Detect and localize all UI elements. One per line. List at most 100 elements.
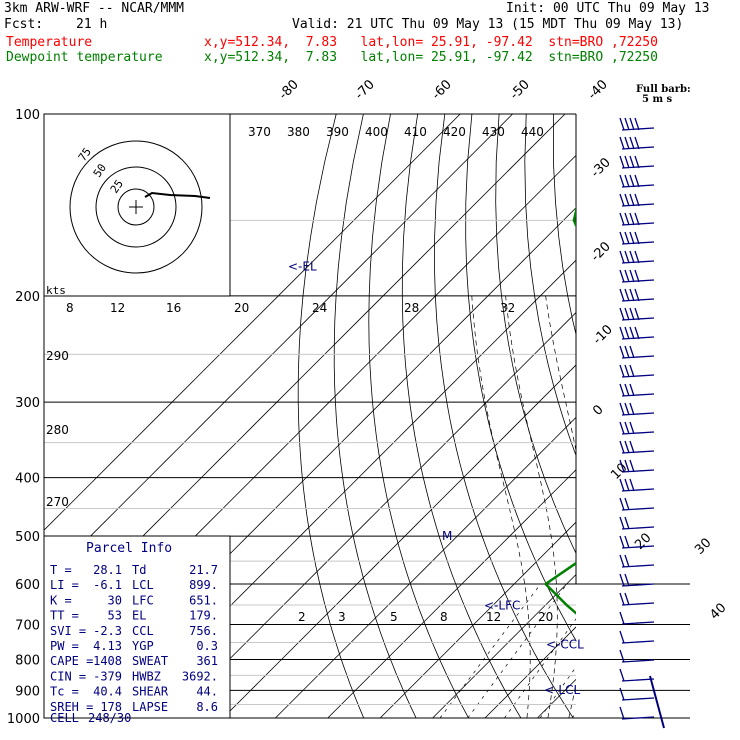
dewpoint-legend: Dewpoint temperature <box>6 50 163 65</box>
parcel-info-cell: 651. <box>189 593 218 607</box>
pressure-label-700: 700 <box>15 618 40 633</box>
wind-barb <box>619 573 655 587</box>
hodo-ring-25: 25 <box>108 177 126 195</box>
isotherm-line <box>432 574 576 718</box>
dry-adiabat <box>297 114 365 718</box>
parcel-info-cell: EL <box>132 609 146 623</box>
isotherm-line <box>170 312 576 718</box>
parcel-info-cell: 53 <box>108 609 122 623</box>
wind-barb <box>619 250 655 264</box>
parcel-info-cell: T = <box>50 563 72 577</box>
parcel-info-cell: 4.13 <box>93 639 122 653</box>
parcel-info-cell: CIN = <box>50 669 86 683</box>
hodo-ring-75: 75 <box>76 145 94 163</box>
wind-barb <box>619 155 655 169</box>
pressure-label-800: 800 <box>15 653 40 668</box>
parcel-info-cell: 1408 <box>93 654 122 668</box>
hodo-units: kts <box>46 284 66 297</box>
parcel-info-cell: 8.6 <box>196 700 218 714</box>
parcel-info-cell: 40.4 <box>93 685 122 699</box>
dry-adiabat <box>662 114 740 718</box>
parcel-info-cell: SWEAT <box>132 654 168 668</box>
pressure-label-300: 300 <box>15 396 40 411</box>
moist-adiabat-label: 32 <box>500 301 515 315</box>
isotherm-line <box>379 521 576 718</box>
wind-barb <box>619 402 655 416</box>
barb-legend-line1: Full barb: <box>636 84 691 95</box>
parcel-info-cell: SHEAR <box>132 685 169 699</box>
fcst-label: Fcst: <box>4 17 44 32</box>
moist-adiabat <box>611 296 669 718</box>
wind-barb <box>619 497 655 511</box>
parcel-info-cell: K = <box>50 593 72 607</box>
hodograph: 75 50 25 kts <box>43 113 231 297</box>
parcel-info-cell: 30 <box>108 593 122 607</box>
level-annotation: <-EL <box>288 260 317 274</box>
isotherm-label: -70 <box>352 77 378 103</box>
pressure-label-900: 900 <box>15 684 40 699</box>
wind-barb <box>619 478 655 492</box>
parcel-info-cell: 28.1 <box>93 563 122 577</box>
parcel-info-cell: 0.3 <box>196 639 218 653</box>
mixing-ratio-label: 8 <box>440 610 448 624</box>
moist-adiabat-label: 16 <box>166 301 181 315</box>
parcel-info-cell: TT = <box>50 609 79 623</box>
wind-barb <box>619 326 655 340</box>
mixing-ratio-label: 12 <box>486 610 501 624</box>
parcel-info-box: Parcel Info T = 28.1 Td 21.7 LI = -6.1 LCL 899.… <box>43 535 231 725</box>
level-annotation: M <box>442 529 452 543</box>
parcel-info-cell: LCL <box>132 578 154 592</box>
pressure-label-500: 500 <box>15 530 40 545</box>
parcel-info-cell: LI = <box>50 578 79 592</box>
dry-adiabat <box>434 114 574 718</box>
isotherm-label: -60 <box>429 77 455 103</box>
fcst-value: 21 h <box>76 17 108 32</box>
moist-adiabat-label: 12 <box>110 301 125 315</box>
theta-label: 380 <box>287 125 310 139</box>
moist-adiabat <box>505 295 558 718</box>
isotherm-label: -40 <box>585 77 611 103</box>
theta-label: 400 <box>365 125 388 139</box>
wind-barb <box>619 706 655 720</box>
parcel-info-cell: SVI = <box>50 624 86 638</box>
moist-adiabat-label: 28 <box>404 301 419 315</box>
pressure-label-1000: 1000 <box>7 712 40 727</box>
moist-adiabat <box>653 296 740 718</box>
dry-adiabat <box>333 114 417 718</box>
wind-barb <box>619 668 655 682</box>
isotherm-label: 0 <box>590 402 606 418</box>
wind-barb <box>619 630 655 644</box>
dry-adiabat <box>689 114 740 718</box>
barb-tail <box>649 675 665 729</box>
wind-barb <box>619 364 655 378</box>
parcel-info-cell: 3692. <box>182 669 218 683</box>
theta-label: 370 <box>248 125 271 139</box>
wind-barb <box>619 136 655 150</box>
moist-adiabat-label: 20 <box>234 301 249 315</box>
moist-adiabat <box>545 295 576 718</box>
hodo-ring-50: 50 <box>91 161 109 179</box>
level-annotation: <-LCL <box>544 683 580 697</box>
parcel-info-cell: 178 <box>100 700 122 714</box>
wind-barb <box>619 307 655 321</box>
cell-value: 248/30 <box>88 711 131 725</box>
wind-barb <box>619 288 655 302</box>
parcel-info-cell: 21.7 <box>189 563 218 577</box>
wind-barb <box>619 554 655 568</box>
temperature-legend: Temperature <box>6 35 93 50</box>
wind-barb <box>619 193 655 207</box>
wind-barb <box>619 440 655 454</box>
isotherm-line <box>327 469 576 718</box>
parcel-info-cell: -379 <box>93 669 122 683</box>
parcel-info-cell: HWBZ <box>132 669 161 683</box>
dewpoint-location: x,y=512.34, 7.83 lat,lon= 25.91, -97.42 … <box>204 50 658 65</box>
isotherm-label: 40 <box>707 601 729 623</box>
parcel-info-cell: CAPE = <box>50 654 93 668</box>
isotherm-line <box>695 114 740 718</box>
theta-label: 420 <box>443 125 466 139</box>
parcel-info-cell: LFC <box>132 593 154 607</box>
theta-label: 430 <box>482 125 505 139</box>
theta-label-left: 270 <box>46 495 69 509</box>
theta-label: 390 <box>326 125 349 139</box>
parcel-info-cell: CCL <box>132 624 154 638</box>
